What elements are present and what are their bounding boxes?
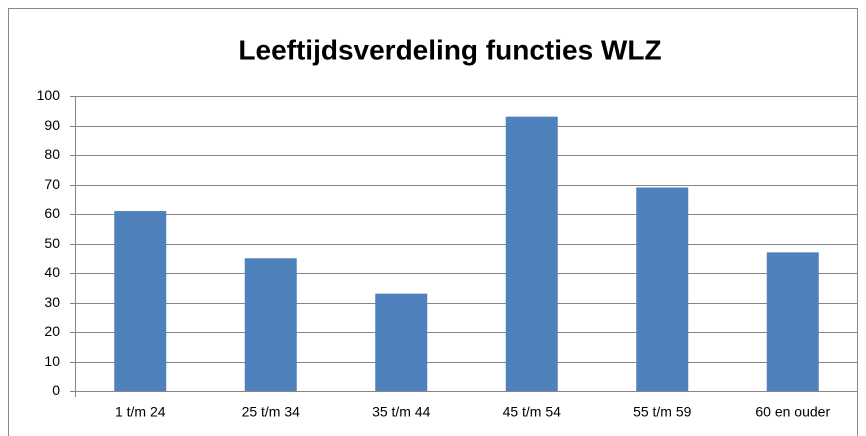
bar — [636, 187, 689, 391]
x-tick-label: 35 t/m 44 — [372, 404, 431, 420]
x-tick-label: 25 t/m 34 — [242, 404, 301, 420]
x-tick-label: 55 t/m 59 — [633, 404, 692, 420]
y-tick-label: 10 — [44, 353, 60, 369]
y-tick-label: 20 — [44, 323, 60, 339]
chart-title: Leeftijdsverdeling functies WLZ — [238, 34, 661, 65]
y-tick-label: 70 — [44, 176, 60, 192]
bar — [114, 211, 167, 391]
y-tick-label: 40 — [44, 264, 60, 280]
x-tick-label: 1 t/m 24 — [115, 404, 166, 420]
y-tick-label: 100 — [37, 87, 61, 103]
y-tick-label: 0 — [52, 382, 60, 398]
y-tick-label: 60 — [44, 205, 60, 221]
bar — [375, 293, 428, 391]
y-tick-label: 90 — [44, 117, 60, 133]
bar — [766, 252, 819, 391]
bar — [244, 258, 297, 391]
y-tick-label: 50 — [44, 235, 60, 251]
x-tick-label: 60 en ouder — [755, 404, 830, 420]
y-tick-label: 30 — [44, 294, 60, 310]
y-tick-label: 80 — [44, 146, 60, 162]
bar — [505, 116, 558, 392]
x-tick-label: 45 t/m 54 — [503, 404, 562, 420]
